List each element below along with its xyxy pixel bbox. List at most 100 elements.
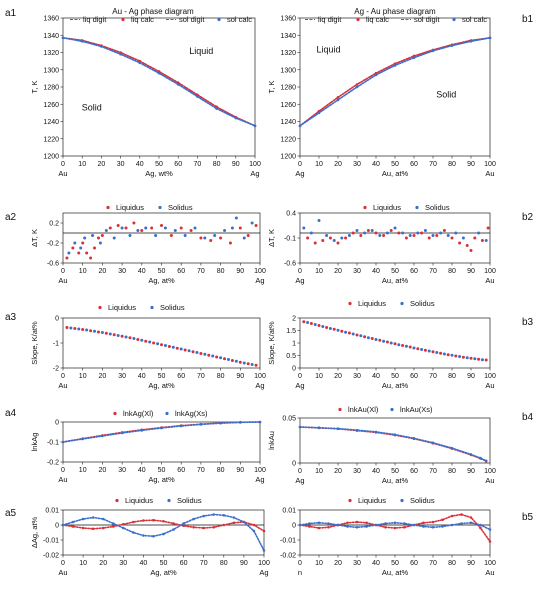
chart-b5: b5 0 10 20 30 40 50 60 70 80 90 100 -0.02 -0.01 0 0.01 n… bbox=[280, 496, 534, 577]
x-tick-label: 70 bbox=[194, 161, 202, 168]
panel-label: b5 bbox=[522, 512, 534, 523]
data-point bbox=[212, 513, 216, 516]
data-point bbox=[203, 352, 207, 356]
legend-swatch bbox=[217, 17, 221, 22]
data-point bbox=[488, 540, 492, 543]
data-point bbox=[446, 234, 450, 237]
data-point bbox=[422, 525, 425, 528]
legend-swatch bbox=[363, 205, 367, 210]
panel-label: b4 bbox=[522, 412, 534, 423]
x-tick-label: 100 bbox=[484, 268, 496, 275]
data-point bbox=[85, 328, 89, 332]
data-point bbox=[120, 334, 124, 338]
data-point bbox=[232, 521, 236, 525]
data-point bbox=[458, 241, 462, 245]
x-tick-label: 0 bbox=[298, 268, 302, 275]
legend-swatch bbox=[452, 17, 456, 22]
data-point bbox=[93, 246, 97, 250]
y-tick-label: 1340 bbox=[280, 33, 296, 40]
x-tick-label: 60 bbox=[180, 560, 188, 567]
y-axis-label: ΔT, K bbox=[267, 229, 276, 247]
panel-label: a5 bbox=[5, 508, 17, 519]
data-point bbox=[77, 251, 81, 255]
data-point bbox=[374, 231, 378, 235]
x-tick-label: 90 bbox=[240, 560, 248, 567]
data-point bbox=[167, 345, 171, 348]
data-point bbox=[442, 352, 446, 356]
data-point bbox=[441, 518, 444, 522]
chart-title: Au - Ag phase diagram bbox=[112, 7, 194, 16]
y-tick-label: 1220 bbox=[43, 136, 59, 143]
data-point bbox=[202, 514, 205, 518]
x-tick-label: 80 bbox=[217, 467, 225, 474]
data-point bbox=[132, 531, 135, 534]
series-solidus bbox=[302, 219, 488, 242]
data-point bbox=[65, 326, 69, 329]
data-point bbox=[222, 513, 226, 517]
data-point bbox=[163, 226, 167, 230]
legend-swatch bbox=[348, 301, 352, 306]
x-tick-label: 20 bbox=[334, 161, 342, 168]
data-point bbox=[458, 355, 462, 358]
x-end-label-right: Ag bbox=[250, 169, 259, 178]
data-point bbox=[234, 216, 238, 220]
data-point bbox=[412, 436, 416, 440]
legend-entry: lnkAu(Xs) bbox=[400, 405, 433, 414]
data-point bbox=[219, 356, 223, 360]
legend-entry: Liquidus bbox=[125, 496, 153, 505]
x-tick-label: 10 bbox=[79, 268, 87, 275]
data-point bbox=[160, 224, 163, 227]
data-point bbox=[246, 362, 250, 366]
data-point bbox=[223, 357, 227, 361]
x-tick-label: 40 bbox=[138, 467, 146, 474]
data-point bbox=[163, 344, 167, 347]
data-point bbox=[309, 322, 313, 325]
x-end-label-right: Au bbox=[485, 381, 494, 390]
data-point bbox=[336, 98, 340, 102]
legend-entry: sol digit bbox=[414, 15, 440, 24]
data-point bbox=[477, 357, 481, 361]
chart-a2: a2 0 10 20 30 40 50 60 70 80 90 100 -0.6 -0.2 0.2 Au Ag A… bbox=[5, 203, 266, 285]
data-point bbox=[365, 521, 368, 525]
data-point bbox=[484, 459, 488, 463]
data-point bbox=[435, 234, 439, 237]
panel-label: a4 bbox=[5, 408, 17, 419]
data-point bbox=[182, 524, 185, 528]
data-point bbox=[144, 339, 148, 343]
chart-b3: b3 0 10 20 30 40 50 60 70 80 90 100 0 0.5 1 1.5 2 Ag Au Au,… bbox=[267, 299, 534, 390]
legend-entry: liq calc bbox=[131, 15, 154, 24]
legend-swatch bbox=[150, 305, 154, 310]
data-point bbox=[69, 326, 73, 330]
data-point bbox=[173, 229, 177, 232]
plot-area bbox=[62, 212, 261, 264]
x-tick-label: 50 bbox=[391, 373, 399, 380]
data-point bbox=[469, 516, 473, 519]
data-point bbox=[120, 431, 124, 435]
data-point bbox=[172, 522, 175, 525]
x-tick-label: 0 bbox=[298, 468, 302, 475]
data-point bbox=[191, 350, 195, 354]
y-tick-label: 1260 bbox=[43, 102, 59, 109]
panel-label: a3 bbox=[5, 312, 17, 323]
x-tick-label: 70 bbox=[197, 268, 205, 275]
legend-entry: Solidus bbox=[160, 303, 185, 312]
data-point bbox=[176, 83, 180, 86]
x-tick-label: 90 bbox=[232, 161, 240, 168]
data-point bbox=[302, 320, 306, 324]
x-tick-label: 40 bbox=[138, 373, 146, 380]
data-point bbox=[327, 525, 330, 529]
x-end-label-left: Ag bbox=[295, 169, 304, 178]
data-point bbox=[317, 324, 321, 327]
x-end-label-left: Ag bbox=[295, 381, 304, 390]
data-point bbox=[313, 323, 317, 326]
data-point bbox=[308, 522, 311, 525]
x-tick-label: 50 bbox=[158, 373, 166, 380]
data-point bbox=[435, 351, 439, 354]
series-line bbox=[62, 513, 265, 552]
x-tick-label: 0 bbox=[298, 161, 302, 168]
data-point bbox=[71, 520, 75, 524]
x-tick-label: 50 bbox=[158, 467, 166, 474]
data-point bbox=[85, 251, 89, 255]
x-tick-label: 100 bbox=[249, 161, 261, 168]
data-point bbox=[404, 344, 408, 348]
